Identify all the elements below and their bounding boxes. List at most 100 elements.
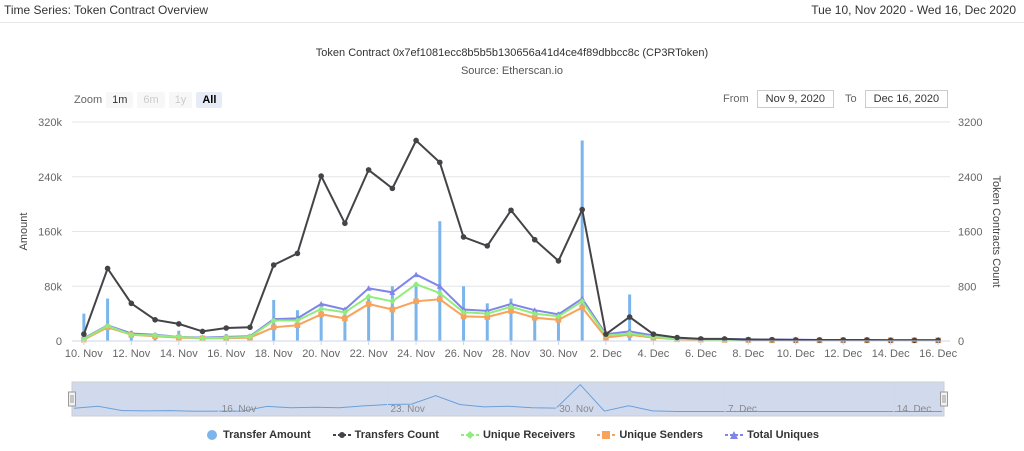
point-unique-receivers — [104, 322, 111, 329]
y-tick-label-left: 320k — [38, 117, 62, 129]
x-tick-label: 12. Nov — [112, 348, 150, 360]
legend-item-unique-receivers[interactable]: Unique Receivers — [460, 429, 575, 441]
y-tick-label-left: 240k — [38, 172, 62, 184]
x-tick-label: 14. Dec — [872, 348, 910, 360]
point-transfers-count — [389, 185, 396, 192]
point-unique-receivers — [721, 336, 728, 343]
bar-transfer-amount — [533, 310, 537, 341]
point-transfers-count — [721, 336, 728, 342]
point-transfers-count — [175, 321, 182, 327]
point-transfers-count — [128, 300, 135, 307]
point-unique-receivers — [460, 309, 467, 316]
point-transfers-count — [745, 336, 752, 343]
point-total-uniques — [199, 334, 206, 341]
x-tick-label: 10. Dec — [777, 348, 815, 360]
point-unique-senders — [247, 334, 253, 341]
title-bar: Time Series: Token Contract Overview Tue… — [0, 0, 1024, 23]
x-tick-label: 4. Dec — [637, 348, 669, 360]
point-transfers-count — [603, 331, 609, 337]
point-unique-receivers — [816, 337, 823, 344]
point-unique-senders — [128, 332, 135, 338]
bar-transfer-amount — [485, 303, 489, 341]
line-unique-senders — [83, 298, 939, 342]
point-total-uniques — [246, 333, 253, 339]
navigator-left-handle[interactable] — [68, 391, 76, 407]
point-transfers-count — [935, 337, 941, 344]
point-total-uniques — [745, 336, 752, 342]
to-date-input[interactable]: Dec 16, 2020 — [864, 90, 949, 108]
point-unique-receivers — [365, 293, 372, 300]
point-transfers-count — [413, 137, 419, 144]
date-range-text: Tue 10, Nov 2020 - Wed 16, Dec 2020 — [811, 3, 1016, 17]
point-unique-receivers — [531, 310, 538, 317]
zoom-1m-button[interactable]: 1m — [106, 92, 134, 108]
bar-transfer-amount — [129, 330, 133, 341]
point-unique-receivers — [792, 336, 799, 343]
point-transfers-count — [484, 243, 491, 249]
point-transfers-count — [579, 206, 585, 213]
zoom-6m-button[interactable]: 6m — [137, 92, 165, 108]
zoom-1y-button[interactable]: 1y — [168, 92, 193, 108]
point-unique-receivers — [650, 333, 657, 340]
bar-transfer-amount — [723, 337, 727, 341]
legend-label: Total Uniques — [747, 429, 819, 441]
bar-transfer-amount — [865, 337, 869, 341]
point-unique-receivers — [935, 337, 942, 344]
bar-transfer-amount — [770, 337, 774, 341]
point-total-uniques — [579, 295, 586, 302]
point-unique-receivers — [341, 309, 348, 316]
bar-transfer-amount — [556, 312, 560, 341]
bar-transfer-amount — [841, 337, 845, 341]
x-tick-label: 26. Nov — [445, 348, 483, 360]
from-date-input[interactable]: Nov 9, 2020 — [756, 90, 834, 108]
line-transfers-count — [82, 138, 939, 342]
from-label: From — [723, 93, 749, 105]
zoom-all-button[interactable]: All — [196, 92, 223, 108]
point-transfers-count — [460, 234, 467, 240]
bar-transfer-amount — [438, 221, 442, 341]
x-tick-label: 16. Dec — [919, 348, 957, 360]
point-total-uniques — [887, 336, 894, 343]
point-unique-receivers — [128, 331, 135, 338]
point-total-uniques — [911, 336, 918, 343]
navigator-right-handle[interactable] — [940, 391, 948, 407]
point-transfers-count — [247, 324, 253, 331]
point-total-uniques — [792, 336, 799, 343]
point-transfers-count — [769, 336, 775, 343]
point-total-uniques — [223, 333, 230, 340]
point-unique-receivers — [887, 337, 894, 344]
navigator-series — [73, 383, 942, 412]
point-unique-senders — [555, 316, 562, 323]
legend-item-transfers-count[interactable]: Transfers Count — [332, 429, 439, 441]
legend-item-total-uniques[interactable]: Total Uniques — [725, 429, 819, 441]
point-unique-senders — [460, 313, 467, 320]
y-tick-label-left: 80k — [44, 281, 62, 293]
point-total-uniques — [555, 311, 562, 317]
x-tick-label: 22. Nov — [350, 348, 388, 360]
point-total-uniques — [531, 307, 538, 313]
navigator[interactable]: 16. Nov 23. Nov 30. Nov 7. Dec 14. Dec — [68, 381, 948, 417]
legend: Transfer Amount Transfers Count Unique R… — [0, 429, 1024, 441]
point-unique-senders — [175, 334, 182, 341]
navigator-label: 30. Nov — [559, 404, 593, 415]
grid-lines — [72, 121, 950, 342]
bar-transfer-amount — [319, 306, 323, 341]
point-unique-senders — [484, 314, 491, 320]
bar-transfer-amount — [224, 334, 228, 341]
point-unique-senders — [816, 337, 823, 344]
point-unique-receivers — [246, 333, 253, 340]
point-unique-senders — [531, 314, 538, 321]
point-transfers-count — [887, 337, 894, 344]
point-total-uniques — [816, 336, 823, 343]
point-unique-receivers — [223, 334, 230, 341]
point-unique-senders — [152, 333, 158, 340]
point-unique-senders — [413, 298, 419, 305]
bar-transfer-amount — [106, 298, 110, 341]
legend-item-transfer-amount[interactable]: Transfer Amount — [205, 429, 311, 441]
bar-transfer-amount — [794, 337, 798, 341]
point-unique-senders — [864, 337, 870, 344]
legend-item-unique-senders[interactable]: Unique Senders — [597, 429, 703, 441]
point-transfers-count — [81, 331, 87, 337]
bar-transfer-amount — [272, 299, 276, 341]
point-unique-senders — [81, 336, 87, 343]
